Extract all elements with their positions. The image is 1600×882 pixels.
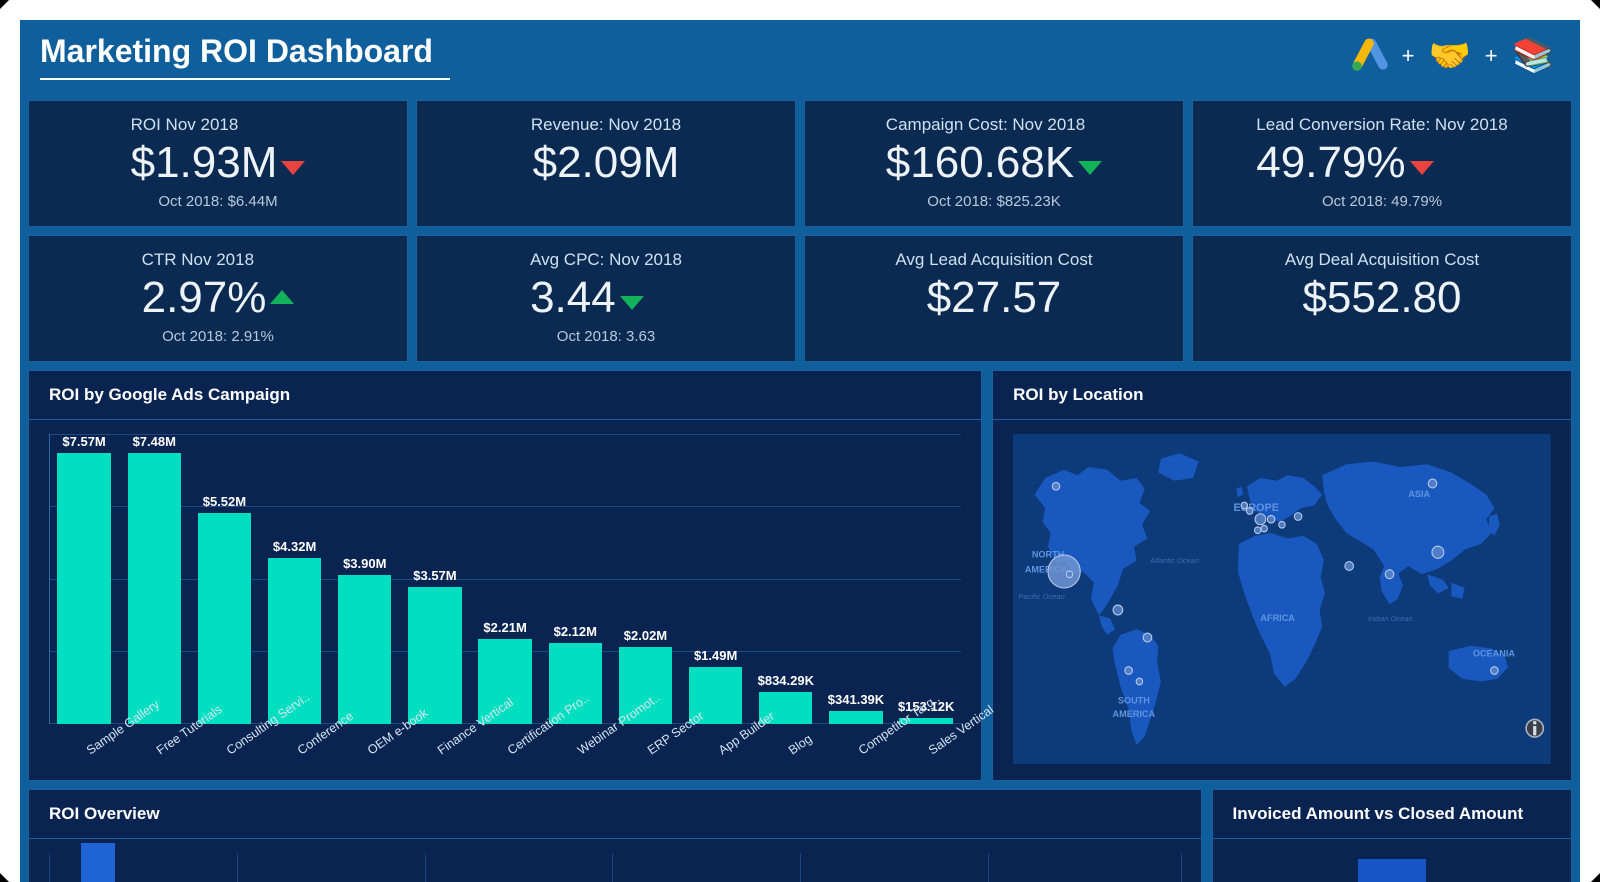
svg-text:Indian Ocean: Indian Ocean [1368, 614, 1413, 623]
svg-text:AFRICA: AFRICA [1261, 613, 1296, 623]
svg-text:EUROPE: EUROPE [1234, 502, 1279, 514]
svg-text:OCEANIA: OCEANIA [1473, 649, 1515, 659]
svg-text:Atlantic Ocean: Atlantic Ocean [1149, 556, 1199, 565]
svg-text:AMERICA: AMERICA [1113, 709, 1156, 719]
svg-text:ASIA: ASIA [1408, 489, 1430, 499]
svg-text:SOUTH: SOUTH [1118, 695, 1150, 705]
svg-text:Pacific Ocean: Pacific Ocean [1019, 592, 1065, 601]
